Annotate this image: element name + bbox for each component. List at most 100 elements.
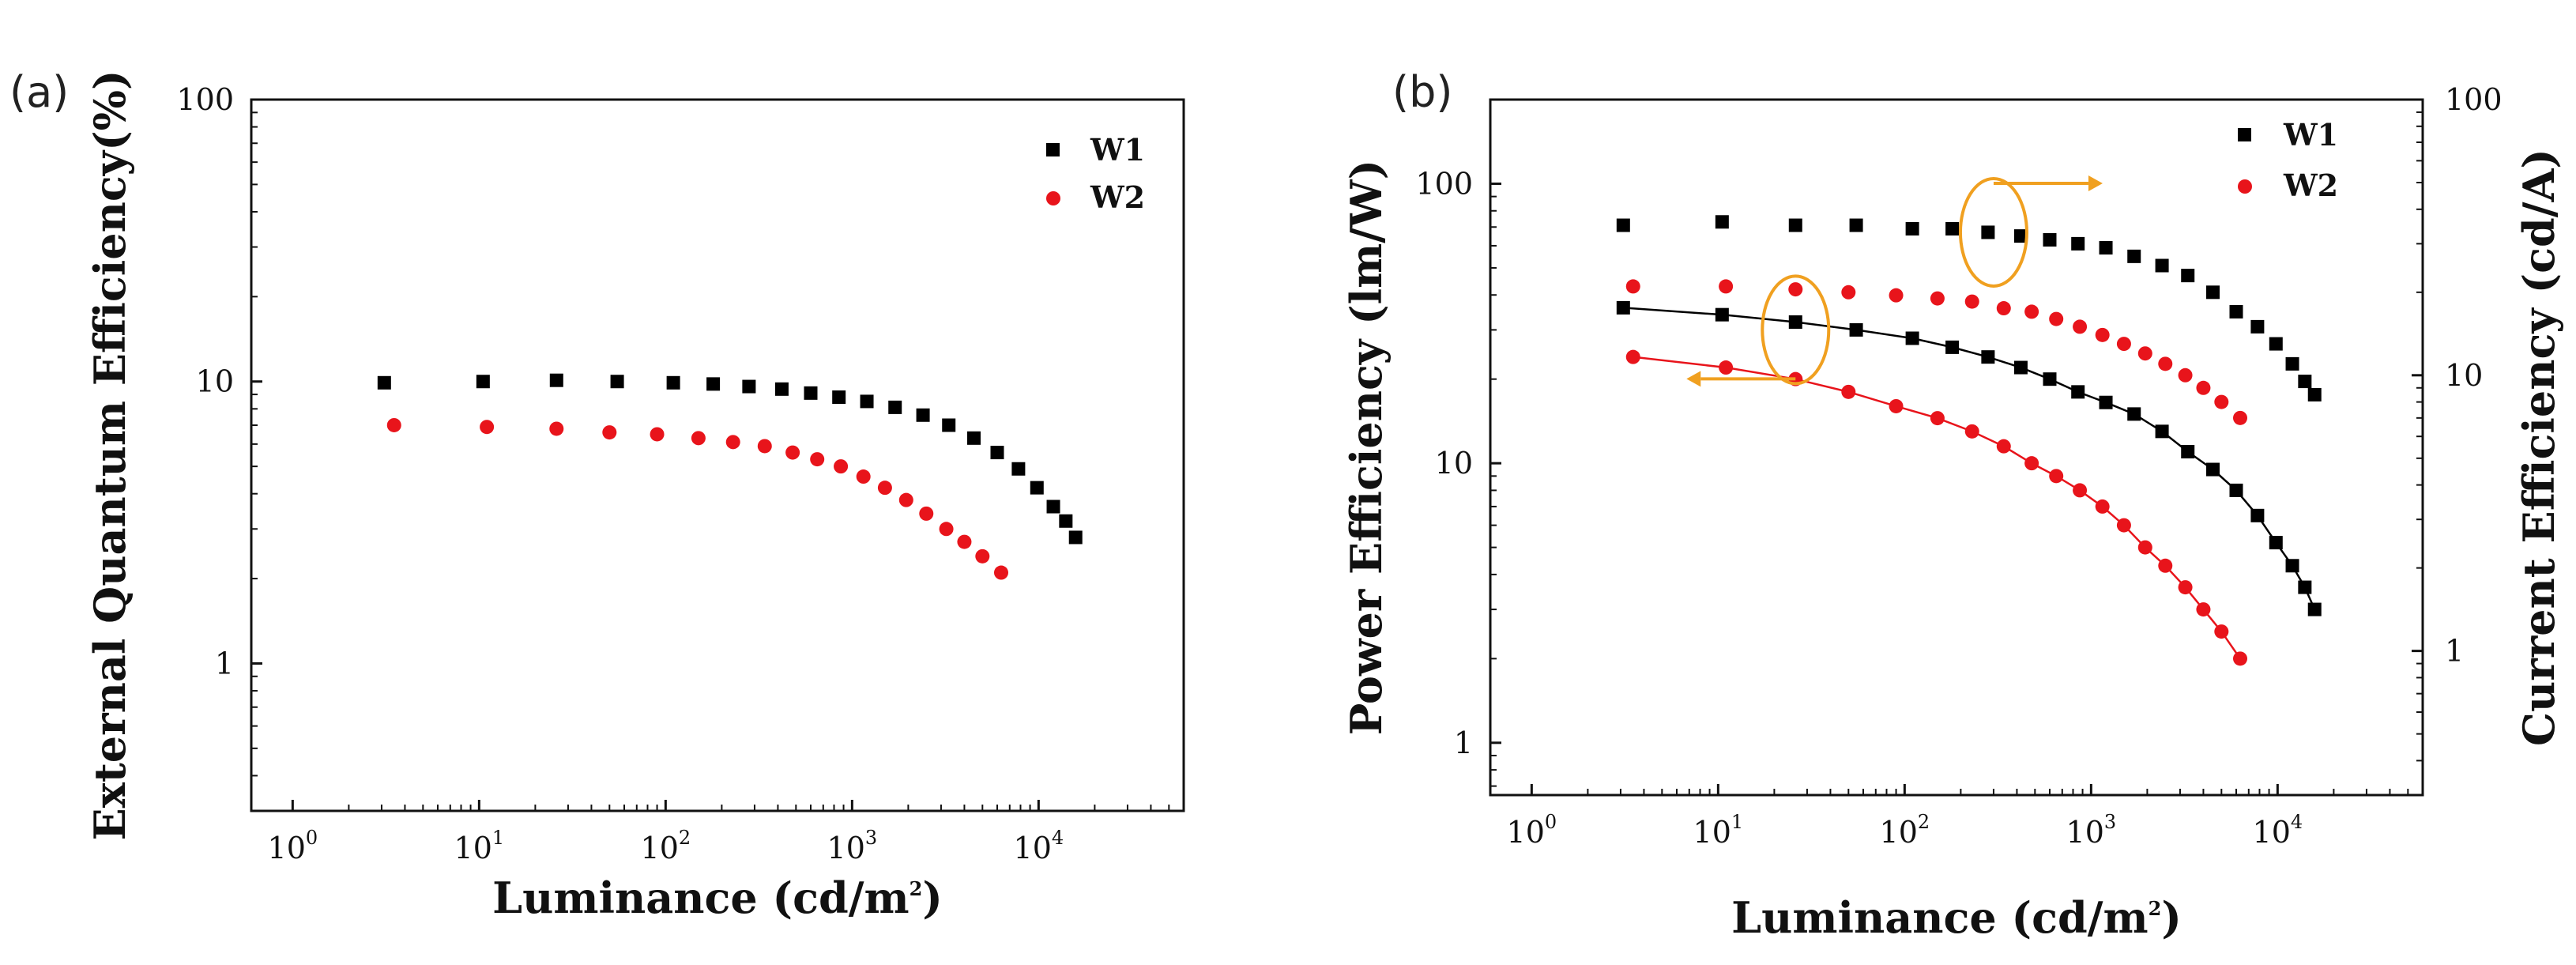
data-point-square: [2013, 360, 2028, 375]
data-point-circle: [1930, 291, 1945, 306]
data-point-square: [2155, 424, 2169, 439]
data-point-square: [1059, 514, 1073, 528]
panel-a-series: [377, 373, 1083, 580]
data-point-square: [2250, 319, 2265, 334]
panel-b-x-ticks: 100 101 102 103 104: [1507, 784, 2423, 850]
data-point-square: [2206, 285, 2220, 300]
data-point-square: [1616, 218, 1630, 232]
panel-b-y-axis-title-left: Power Efficiency (lm/W): [1341, 160, 1392, 735]
data-point-square: [2229, 304, 2243, 319]
y-tick-label: 1: [215, 646, 234, 680]
data-point-square: [1905, 331, 1919, 345]
panel-b-legend: W1 W2: [2238, 117, 2338, 203]
panel-b-annotations: [1686, 175, 2103, 387]
y-tick-label: 1: [2445, 634, 2464, 669]
data-point-circle: [2233, 410, 2248, 425]
data-point-square: [1981, 350, 1995, 364]
data-point-square: [2127, 407, 2141, 421]
legend-w1-label: W1: [2283, 117, 2338, 153]
data-point-circle: [834, 459, 849, 474]
data-point-circle: [1996, 301, 2011, 316]
data-point-circle: [2116, 337, 2131, 352]
data-point-square: [2127, 249, 2141, 263]
data-point-square: [2298, 580, 2312, 594]
data-point-circle: [2196, 602, 2211, 617]
data-point-square: [860, 394, 874, 409]
data-point-circle: [1889, 398, 1904, 413]
data-point-square: [2099, 241, 2113, 255]
data-point-circle: [2158, 558, 2173, 573]
data-point-circle: [1930, 411, 1945, 426]
panel-b-series: [1616, 215, 2322, 666]
data-point-square: [2043, 372, 2057, 386]
data-point-circle: [2233, 651, 2248, 666]
x-tick-label: 101: [1693, 811, 1744, 850]
data-point-square: [2099, 395, 2113, 409]
data-point-circle: [2049, 469, 2064, 484]
data-point-circle: [602, 425, 617, 440]
data-point-square: [1945, 340, 1960, 354]
data-point-square: [1046, 499, 1060, 514]
y-tick-label: 100: [176, 82, 234, 117]
data-point-square: [1849, 322, 1863, 337]
data-point-square: [1715, 215, 1729, 229]
legend-w2-marker: [2238, 179, 2252, 194]
y-tick-label: 10: [1435, 446, 1473, 481]
x-tick-label: 101: [454, 827, 505, 865]
data-point-circle: [1996, 439, 2011, 454]
data-point-circle: [1788, 282, 1803, 297]
panel-b-x-axis-title: Luminance (cd/m2): [1731, 892, 2182, 943]
data-point-circle: [650, 427, 665, 442]
data-point-circle: [2178, 368, 2193, 383]
panel-b-label: (b): [1392, 67, 1452, 117]
data-point-circle: [2073, 483, 2088, 498]
data-point-square: [832, 390, 846, 405]
data-point-square: [610, 375, 624, 389]
annotation-ellipse: [1958, 176, 2028, 288]
data-point-circle: [2137, 540, 2152, 555]
legend-w2-marker: [1046, 191, 1060, 205]
data-point-square: [967, 431, 981, 445]
data-point-square: [2181, 445, 2195, 459]
data-point-square: [2181, 269, 2195, 283]
series-line: [1633, 356, 2242, 660]
data-point-circle: [386, 417, 401, 432]
x-tick-label: 104: [1014, 827, 1064, 865]
x-tick-label: 102: [1880, 811, 1930, 850]
data-point-square: [377, 375, 391, 390]
data-point-circle: [2214, 394, 2229, 409]
data-point-circle: [757, 439, 772, 454]
data-point-square: [666, 375, 680, 390]
data-point-square: [2071, 385, 2085, 399]
data-point-square: [1788, 315, 1802, 329]
y-tick-label: 100: [2445, 82, 2503, 117]
data-point-circle: [785, 445, 800, 460]
annotation-arrow-head: [2088, 175, 2103, 191]
y-tick-label: 10: [2445, 358, 2483, 393]
data-point-circle: [1719, 279, 1734, 294]
data-point-circle: [2073, 319, 2088, 334]
data-point-circle: [919, 506, 934, 521]
data-point-square: [916, 408, 930, 422]
data-point-square: [1011, 462, 1026, 476]
data-point-square: [742, 379, 756, 394]
panel-a-label: (a): [9, 67, 69, 117]
data-point-square: [2229, 483, 2243, 497]
legend-w2-label: W2: [1090, 179, 1145, 215]
x-tick-label: 100: [268, 827, 318, 865]
data-point-circle: [1964, 424, 1979, 439]
data-point-circle: [1964, 294, 1979, 309]
data-point-circle: [1625, 279, 1640, 294]
data-point-square: [774, 382, 789, 396]
data-point-circle: [856, 469, 871, 484]
legend-w1-label: W1: [1090, 132, 1145, 168]
data-point-square: [2250, 508, 2265, 522]
data-point-circle: [1889, 288, 1904, 303]
data-point-circle: [2024, 456, 2039, 471]
data-point-square: [1616, 300, 1630, 315]
data-point-square: [2307, 602, 2322, 616]
panel-a-y-ticks: 1 10 100: [176, 82, 262, 812]
legend-w1-marker: [1046, 143, 1060, 156]
x-tick-label: 103: [827, 827, 878, 865]
data-point-square: [1981, 225, 1995, 239]
